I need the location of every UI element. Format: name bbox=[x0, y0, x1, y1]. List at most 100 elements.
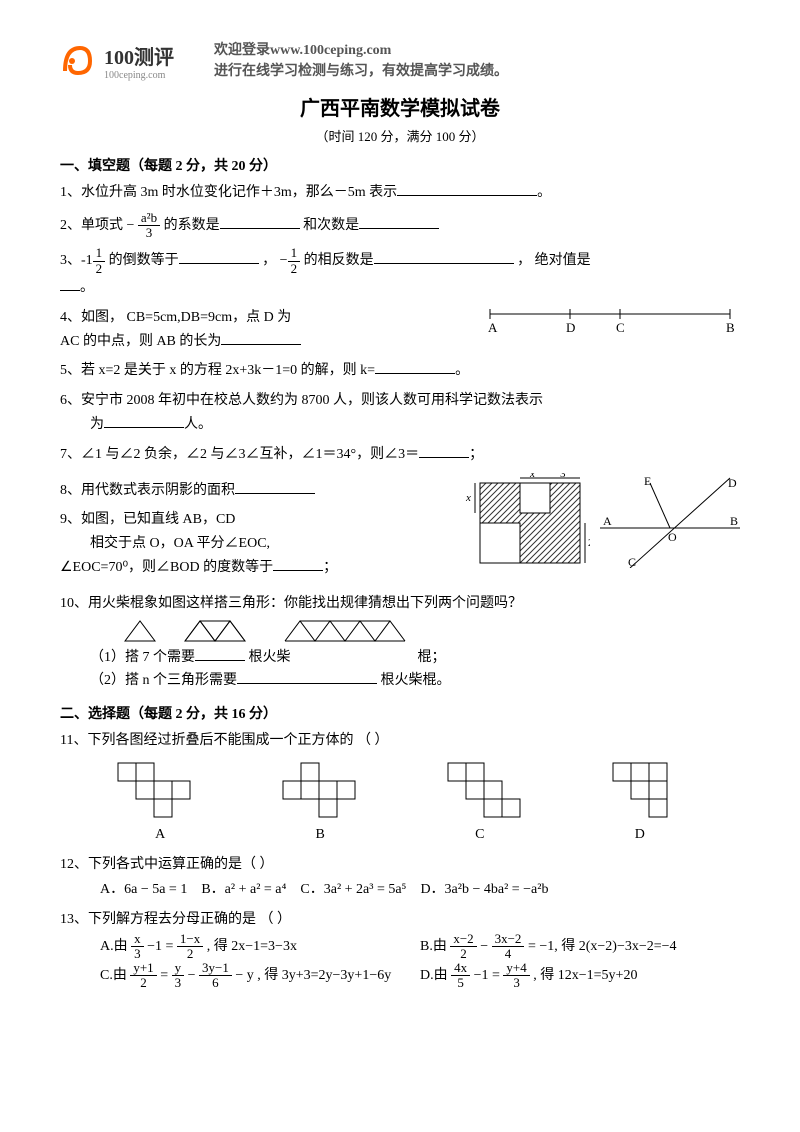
q7-text: 7、∠1 与∠2 负余，∠2 与∠3∠互补，∠1＝34°，则∠3＝ bbox=[60, 447, 419, 462]
logo-sub-text: 100ceping.com bbox=[104, 70, 174, 81]
q11-text: 11、下列各图经过折叠后不能围成一个正方体的 （ ） bbox=[60, 729, 740, 753]
q3-a: 3、-1 bbox=[60, 253, 93, 268]
blank bbox=[60, 276, 80, 291]
q9-c: ∠EOC=70⁰，则∠BOD 的度数等于 bbox=[60, 560, 273, 575]
q6-b: 为 bbox=[90, 417, 104, 432]
q3-c: ， − bbox=[262, 253, 287, 268]
svg-text:O: O bbox=[668, 530, 677, 544]
svg-text:C: C bbox=[616, 320, 625, 335]
question-5: 5、若 x=2 是关于 x 的方程 2x+3k－1=0 的解，则 k=。 bbox=[60, 359, 740, 383]
q9-b: 相交于点 O，OA 平分∠EOC, bbox=[90, 532, 450, 556]
question-8: 8、用代数式表示阴影的面积 bbox=[60, 479, 450, 503]
blank bbox=[179, 249, 259, 264]
q10-b: （1）搭 7 个需要 bbox=[90, 650, 195, 665]
question-7: 7、∠1 与∠2 负余，∠2 与∠3∠互补，∠1＝34°，则∠3＝； bbox=[60, 443, 740, 467]
cube-net-d bbox=[608, 758, 708, 818]
line-segment-figure: A D C B bbox=[480, 306, 740, 336]
blank bbox=[374, 249, 514, 264]
svg-text:A: A bbox=[603, 514, 612, 528]
svg-text:x: x bbox=[465, 492, 471, 504]
q4-a: 4、如图， CB=5cm,DB=9cm，点 D 为 bbox=[60, 306, 470, 330]
blank bbox=[235, 479, 315, 494]
q10-d: 棍； bbox=[418, 650, 446, 665]
q12-optD: D．3a²b − 4ba² = −a²b bbox=[420, 882, 548, 897]
svg-text:B: B bbox=[730, 514, 738, 528]
angle-figure: A B O E D C bbox=[600, 473, 740, 568]
blank bbox=[104, 413, 184, 428]
shaded-area-figure: x 3 x 2 bbox=[460, 473, 590, 568]
header-slogan: 欢迎登录www.100ceping.com 进行在线学习检测与练习，有效提高学习… bbox=[214, 40, 508, 82]
q13-optA: A.由 x3 −1 = 1−x2 , 得 2x−1=3−3x bbox=[100, 932, 420, 962]
cube-net-b bbox=[278, 758, 378, 818]
logo: 100测评 100ceping.com bbox=[60, 41, 174, 81]
header-line2: 进行在线学习检测与练习，有效提高学习成绩。 bbox=[214, 61, 508, 82]
question-9: 9、如图，已知直线 AB，CD 相交于点 O，OA 平分∠EOC, ∠EOC=7… bbox=[60, 508, 450, 579]
q6-c: 人。 bbox=[184, 417, 212, 432]
cube-net-c bbox=[443, 758, 543, 818]
question-3: 3、-112 的倒数等于 ， −12 的相反数是 ， 绝对值是 。 bbox=[60, 246, 740, 299]
opt-label: A bbox=[155, 823, 165, 847]
blank bbox=[221, 330, 301, 345]
q13-optC: C.由 y+12 = y3 − 3y−16 − y , 得 3y+3=2y−3y… bbox=[100, 961, 420, 991]
question-4: 4、如图， CB=5cm,DB=9cm，点 D 为 AC 的中点，则 AB 的长… bbox=[60, 306, 740, 354]
opt-label: C bbox=[475, 823, 484, 847]
svg-text:x: x bbox=[529, 473, 535, 480]
svg-text:A: A bbox=[488, 320, 498, 335]
blank bbox=[273, 556, 323, 571]
q12-optA: A．6a − 5a = 1 bbox=[100, 882, 187, 897]
svg-text:3: 3 bbox=[560, 473, 566, 480]
svg-text:D: D bbox=[728, 476, 737, 490]
q10-c: 根火柴 bbox=[249, 650, 291, 665]
triangle-1 bbox=[120, 616, 160, 646]
question-12: 12、下列各式中运算正确的是（ ） A．6a − 5a = 1 B．a² + a… bbox=[60, 853, 740, 902]
section1-head: 一、填空题（每题 2 分，共 20 分） bbox=[60, 155, 740, 175]
cube-net-a bbox=[113, 758, 213, 818]
question-1: 1、水位升高 3m 时水位变化记作＋3m，那么－5m 表示。 bbox=[60, 181, 740, 205]
q3-d: 的相反数是 bbox=[304, 253, 374, 268]
blank bbox=[359, 214, 439, 229]
fraction: 12 bbox=[288, 246, 301, 276]
exam-subtitle: （时间 120 分，满分 100 分） bbox=[60, 126, 740, 145]
q8-text: 8、用代数式表示阴影的面积 bbox=[60, 483, 235, 498]
blank bbox=[375, 359, 455, 374]
question-13: 13、下列解方程去分母正确的是 （ ） A.由 x3 −1 = 1−x2 , 得… bbox=[60, 908, 740, 991]
svg-text:D: D bbox=[566, 320, 575, 335]
q2-c: 和次数是 bbox=[303, 218, 359, 233]
questions-8-9-row: 8、用代数式表示阴影的面积 9、如图，已知直线 AB，CD 相交于点 O，OA … bbox=[60, 473, 740, 586]
fraction: a²b3 bbox=[138, 211, 160, 241]
fraction: 12 bbox=[93, 246, 106, 276]
svg-text:E: E bbox=[644, 474, 651, 488]
question-10: 10、用火柴棍象如图这样搭三角形：你能找出规律猜想出下列两个问题吗？ （1）搭 … bbox=[60, 592, 740, 693]
svg-text:C: C bbox=[628, 555, 636, 568]
question-2: 2、单项式 − a²b3 的系数是 和次数是 bbox=[60, 211, 740, 241]
q2-b: 的系数是 bbox=[164, 218, 220, 233]
question-11: 11、下列各图经过折叠后不能围成一个正方体的 （ ） bbox=[60, 729, 740, 847]
q10-f: 根火柴棍。 bbox=[381, 673, 451, 688]
q10-a: 10、用火柴棍象如图这样搭三角形：你能找出规律猜想出下列两个问题吗？ bbox=[60, 592, 740, 616]
opt-label: D bbox=[635, 823, 645, 847]
q2-a: 2、单项式 − bbox=[60, 218, 134, 233]
q12-optB: B．a² + a² = a⁴ bbox=[201, 882, 286, 897]
q10-e: （2）搭 n 个三角形需要 bbox=[90, 673, 237, 688]
q4-b: AC 的中点，则 AB 的长为 bbox=[60, 334, 221, 349]
triangle-3 bbox=[180, 616, 260, 646]
header-line1: 欢迎登录www.100ceping.com bbox=[214, 40, 508, 61]
q13-text: 13、下列解方程去分母正确的是 （ ） bbox=[60, 908, 740, 932]
q12-text: 12、下列各式中运算正确的是（ ） bbox=[60, 853, 740, 877]
blank bbox=[220, 214, 300, 229]
triangle-many bbox=[280, 616, 410, 646]
blank bbox=[419, 443, 469, 458]
logo-icon bbox=[60, 43, 96, 79]
svg-text:B: B bbox=[726, 320, 735, 335]
q5-text: 5、若 x=2 是关于 x 的方程 2x+3k－1=0 的解，则 k= bbox=[60, 363, 375, 378]
blank bbox=[397, 181, 537, 196]
q1-text: 1、水位升高 3m 时水位变化记作＋3m，那么－5m 表示 bbox=[60, 185, 397, 200]
logo-main-text: 100测评 bbox=[104, 41, 174, 70]
question-6: 6、安宁市 2008 年初中在校总人数约为 8700 人，则该人数可用科学记数法… bbox=[60, 389, 740, 437]
exam-title: 广西平南数学模拟试卷 bbox=[60, 92, 740, 121]
svg-text:2: 2 bbox=[588, 537, 590, 549]
q3-b: 的倒数等于 bbox=[109, 253, 179, 268]
q9-a: 9、如图，已知直线 AB，CD bbox=[60, 508, 450, 532]
section2-head: 二、选择题（每题 2 分，共 16 分） bbox=[60, 703, 740, 723]
q3-f: 。 bbox=[80, 280, 94, 295]
